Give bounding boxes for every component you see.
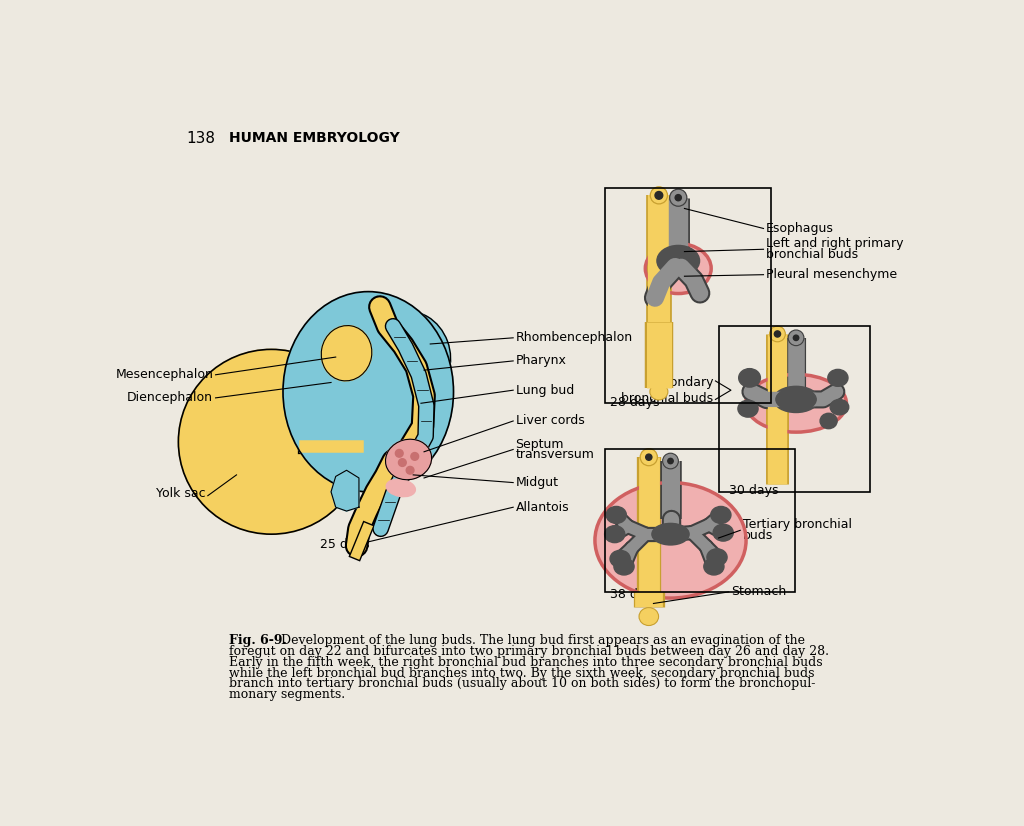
Circle shape — [395, 449, 403, 457]
Circle shape — [655, 192, 663, 199]
Ellipse shape — [386, 479, 416, 496]
Text: Esophagus: Esophagus — [766, 222, 834, 235]
Ellipse shape — [604, 525, 625, 543]
Text: Tertiary bronchial: Tertiary bronchial — [742, 519, 852, 531]
Bar — [719, 326, 869, 491]
Text: Left and right primary: Left and right primary — [766, 237, 903, 250]
Circle shape — [664, 454, 677, 468]
Text: Yolk sac: Yolk sac — [156, 487, 206, 500]
Ellipse shape — [606, 506, 627, 524]
Text: Stomach: Stomach — [731, 586, 786, 598]
Circle shape — [178, 349, 365, 534]
Circle shape — [675, 195, 681, 201]
Circle shape — [640, 449, 657, 466]
Text: Fig. 6-9.: Fig. 6-9. — [228, 634, 287, 648]
Ellipse shape — [653, 525, 687, 544]
Circle shape — [794, 335, 799, 340]
Bar — [604, 449, 795, 592]
Ellipse shape — [773, 387, 818, 412]
Bar — [604, 188, 771, 403]
Text: Rhombencephalon: Rhombencephalon — [515, 331, 633, 344]
Circle shape — [398, 458, 407, 467]
Ellipse shape — [595, 482, 746, 598]
Text: Liver cords: Liver cords — [515, 415, 585, 428]
Text: transversum: transversum — [515, 449, 594, 462]
Circle shape — [770, 326, 785, 342]
Text: 30 days: 30 days — [729, 484, 778, 497]
Polygon shape — [331, 470, 359, 511]
Circle shape — [651, 188, 667, 202]
Circle shape — [663, 453, 678, 468]
Circle shape — [788, 330, 804, 345]
Text: 25 days: 25 days — [321, 538, 370, 551]
Text: Mesencephalon: Mesencephalon — [116, 368, 213, 382]
Circle shape — [670, 189, 687, 206]
Ellipse shape — [820, 413, 838, 429]
Circle shape — [650, 187, 668, 204]
Ellipse shape — [707, 548, 727, 566]
Text: 138: 138 — [186, 131, 215, 146]
Ellipse shape — [703, 558, 724, 575]
Text: buds: buds — [742, 529, 773, 542]
Ellipse shape — [283, 292, 454, 491]
Text: Allantois: Allantois — [515, 501, 569, 514]
Text: Lung bud: Lung bud — [515, 384, 573, 396]
Circle shape — [771, 327, 784, 340]
Ellipse shape — [738, 368, 761, 387]
Text: branch into tertiary bronchial buds (usually about 10 on both sides) to form the: branch into tertiary bronchial buds (usu… — [228, 677, 815, 691]
Text: Midgut: Midgut — [515, 476, 558, 489]
Text: Septum: Septum — [515, 438, 564, 450]
Text: Early in the fifth week, the right bronchial bud branches into three secondary b: Early in the fifth week, the right bronc… — [228, 656, 822, 669]
Text: bronchial buds: bronchial buds — [766, 248, 858, 261]
Circle shape — [790, 331, 803, 344]
Ellipse shape — [322, 325, 372, 381]
Text: HUMAN EMBRYOLOGY: HUMAN EMBRYOLOGY — [228, 131, 399, 145]
Text: 28 days: 28 days — [610, 396, 659, 410]
Circle shape — [646, 454, 652, 460]
Ellipse shape — [776, 388, 816, 411]
Circle shape — [407, 467, 414, 474]
Text: Diencephalon: Diencephalon — [127, 392, 213, 405]
Ellipse shape — [830, 400, 849, 415]
Ellipse shape — [827, 369, 848, 387]
Text: Development of the lung buds. The lung bud first appears as an evagination of th: Development of the lung buds. The lung b… — [276, 634, 805, 648]
Ellipse shape — [652, 524, 689, 545]
Text: 38 days: 38 days — [610, 588, 659, 601]
Ellipse shape — [711, 506, 731, 524]
Circle shape — [411, 453, 419, 460]
Text: Secondary
bronchial buds: Secondary bronchial buds — [621, 376, 713, 405]
Text: monary segments.: monary segments. — [228, 688, 345, 701]
Ellipse shape — [379, 311, 451, 395]
Ellipse shape — [738, 400, 758, 417]
Text: Pleural mesenchyme: Pleural mesenchyme — [766, 268, 897, 281]
Ellipse shape — [713, 525, 733, 541]
Ellipse shape — [610, 550, 630, 567]
Text: while the left bronchial bud branches into two. By the sixth week, secondary bro: while the left bronchial bud branches in… — [228, 667, 814, 680]
Ellipse shape — [651, 385, 667, 399]
Ellipse shape — [614, 558, 634, 575]
Circle shape — [668, 458, 673, 463]
Ellipse shape — [385, 439, 431, 480]
Ellipse shape — [657, 245, 699, 276]
Text: Pharynx: Pharynx — [515, 354, 566, 368]
Circle shape — [671, 191, 685, 205]
Ellipse shape — [640, 609, 657, 624]
Ellipse shape — [745, 374, 847, 432]
Ellipse shape — [645, 244, 712, 293]
Circle shape — [642, 450, 656, 464]
Circle shape — [774, 331, 780, 337]
Text: foregut on day 22 and bifurcates into two primary bronchial buds between day 26 : foregut on day 22 and bifurcates into tw… — [228, 645, 828, 658]
